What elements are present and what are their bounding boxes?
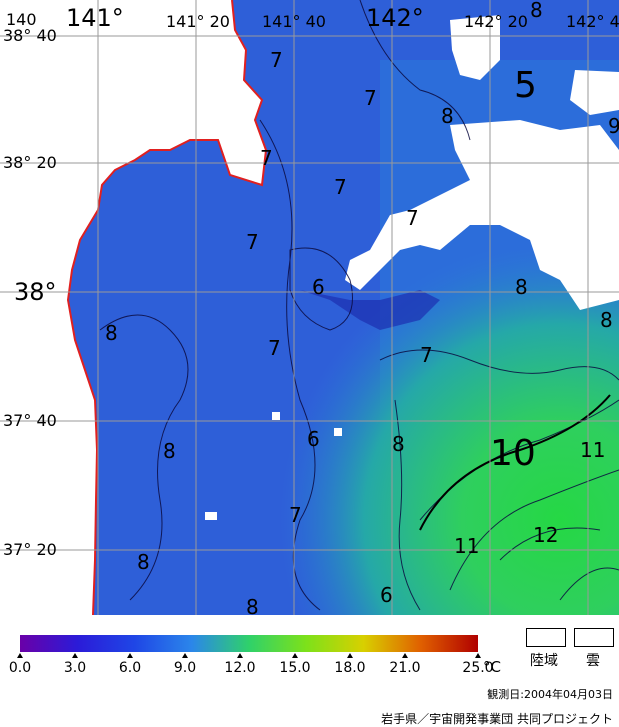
tick-mark [182,653,188,658]
tick-mark [402,653,408,658]
cold-pocket [300,290,440,330]
colorbar-unit: °C [483,658,501,676]
lon-label: 142° 20 [464,12,528,31]
colorbar-tick-label: 12.0 [224,660,256,676]
tick-mark [237,653,243,658]
land-legend-swatch [526,628,566,647]
lat-label: 38° 20 [3,153,57,172]
lon-label: 142° [366,4,424,32]
lat-label: 38° [14,278,57,306]
cloud-legend-swatch [574,628,614,647]
contour-label: 6 [307,427,320,451]
contour-label: 8 [392,432,405,456]
lat-label: 38° 40 [3,26,57,45]
land-area [0,0,266,615]
contour-label: 7 [246,230,259,254]
lat-lon-grid [0,0,619,615]
contour-label: 11 [454,534,480,558]
lon-label: 141° 20 [166,12,230,31]
contour-label: 7 [406,206,419,230]
lon-label: 141° [66,4,124,32]
contour-label: 9 [608,114,619,138]
contour-label: 5 [514,65,537,106]
cloud-legend-label: 雲 [586,653,600,669]
contour-label: 8 [246,595,259,619]
contour-label: 11 [580,438,606,462]
contour-label: 7 [260,146,273,170]
colorbar-tick-label: 15.0 [279,660,311,676]
colorbar-tick-label: 0.0 [8,660,32,676]
temperature-colorbar [20,635,478,652]
sea-surface-temperature-map [0,0,619,615]
contour-label: 7 [420,343,433,367]
contour-label: 8 [515,275,528,299]
contour-label: 8 [441,104,454,128]
lat-label: 37° 40 [3,411,57,430]
credit-line: 岩手県／宇宙開発事業団 共同プロジェクト [381,712,613,726]
tick-mark [17,653,23,658]
contour-label: 7 [334,175,347,199]
lon-label: 142° 4 [566,12,619,31]
contour-label: 7 [364,86,377,110]
contour-label: 8 [105,321,118,345]
contour-label: 8 [530,0,543,22]
contour-label: 6 [312,275,325,299]
colorbar-tick-label: 6.0 [118,660,142,676]
contour-label: 10 [490,433,536,474]
contour-label: 8 [137,550,150,574]
colorbar-tick-label: 9.0 [173,660,197,676]
lat-label: 37° 20 [3,540,57,559]
contour-label: 7 [268,336,281,360]
contour-label: 8 [600,308,613,332]
tick-mark [475,653,481,658]
contour-label: 12 [533,523,559,547]
contour-label: 7 [289,503,302,527]
tick-mark [72,653,78,658]
tick-mark [127,653,133,658]
colorbar-tick-label: 21.0 [389,660,421,676]
land-legend-label: 陸域 [530,653,558,669]
observation-date: 観測日:2004年04月03日 [487,688,613,701]
tick-mark [292,653,298,658]
coastline [66,0,268,615]
colorbar-tick-label: 18.0 [334,660,366,676]
cloud-cover [205,15,619,520]
contour-label: 6 [380,583,393,607]
lon-label: 140 [6,10,37,29]
lon-label: 141° 40 [262,12,326,31]
colorbar-tick-label: 25.0 [462,660,494,676]
colorbar-tick-label: 3.0 [63,660,87,676]
tick-mark [347,653,353,658]
contour-label: 7 [270,48,283,72]
contour-label: 8 [163,439,176,463]
